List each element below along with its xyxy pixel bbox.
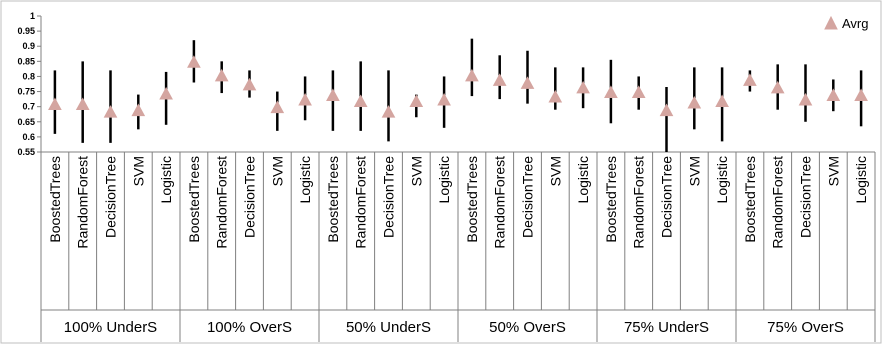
category-labels: BoostedTrees RandomForest DecisionTree SVM L… [47,156,869,249]
avrg-marker [187,55,201,68]
y-tick-label: 0.55 [17,147,35,157]
category-label: DecisionTree [103,156,119,238]
category-label: Logistic [158,156,174,203]
y-tick-label: 0.85 [17,56,35,66]
y-tick-label: 0.8 [22,71,35,81]
avrg-marker [798,92,813,106]
category-label: DecisionTree [798,156,814,238]
avrg-marker [298,92,312,106]
category-label: RandomForest [631,156,647,249]
legend-marker [824,15,838,30]
category-label: SVM [825,156,841,186]
legend-label: Avrg [842,16,869,31]
avrg-marker [48,97,62,111]
avrg-marker [214,68,229,82]
category-label: Logistic [575,156,591,203]
group-label: 100% UnderS [64,319,157,336]
avrg-marker [465,68,479,82]
avrg-marker [270,100,285,114]
group-label: 50% UnderS [346,319,431,336]
category-label: BoostedTrees [325,156,341,243]
category-label: SVM [130,156,146,186]
group-labels: 100% UnderS 100% OverS 50% UnderS 50% OverS… [64,319,844,336]
avrg-marker [854,88,868,101]
avrg-marker [631,85,646,98]
avrg-marker [103,105,118,118]
y-tick-label: 0.75 [17,87,35,97]
avrg-marker [131,103,146,117]
legend: Avrg [824,15,869,31]
avrg-marker [715,94,729,108]
avrg-marker [548,89,563,103]
category-label: SVM [269,156,285,186]
avrg-marker [242,77,257,91]
avrg-marker [353,94,368,108]
category-label: RandomForest [770,156,786,249]
group-label: 75% OverS [767,319,844,336]
y-tick-labels: 0.55 0.6 0.65 0.7 0.75 0.8 0.85 0.9 0.95 1 [17,11,35,157]
avrg-marker [492,73,507,86]
avrg-marker [409,94,424,108]
avrg-marker [381,105,396,118]
y-tick-label: 0.9 [22,41,35,51]
category-label: Logistic [436,156,452,203]
avrg-marker [826,88,841,101]
avrg-marker [576,80,590,94]
avrg-marker [437,92,451,106]
avrg-marker [743,73,757,86]
category-label: SVM [408,156,424,186]
category-label: RandomForest [492,156,508,249]
category-label: Logistic [714,156,730,203]
avrg-marker [604,85,618,98]
axes [37,15,876,342]
category-label: DecisionTree [381,156,397,238]
category-label: DecisionTree [659,156,675,238]
group-label: 100% OverS [207,319,292,336]
avrg-marker [75,97,90,111]
avrg-marker [159,86,173,100]
y-tick-label: 1 [30,11,35,21]
category-label: DecisionTree [520,156,536,238]
category-label: Logistic [297,156,313,203]
y-tick-label: 0.95 [17,26,35,36]
category-label: BoostedTrees [742,156,758,243]
y-tick-label: 0.65 [17,117,35,127]
category-label: SVM [686,156,702,186]
category-label: RandomForest [75,156,91,249]
category-label: BoostedTrees [47,156,63,243]
category-label: RandomForest [353,156,369,249]
category-label: Logistic [853,156,869,203]
avrg-marker [770,80,785,94]
y-tick-label: 0.7 [22,102,35,112]
category-label: SVM [547,156,563,186]
group-label: 50% OverS [489,319,566,336]
category-label: BoostedTrees [464,156,480,243]
avrg-marker [687,96,702,109]
avrg-marker [659,103,674,117]
avrg-marker [326,88,340,101]
category-label: BoostedTrees [603,156,619,243]
group-label: 75% UnderS [624,319,709,336]
category-label: RandomForest [214,156,230,249]
avrg-marker [520,76,535,89]
category-label: DecisionTree [242,156,258,238]
category-label: BoostedTrees [186,156,202,243]
y-tick-label: 0.6 [22,132,35,142]
data-markers [48,55,868,118]
